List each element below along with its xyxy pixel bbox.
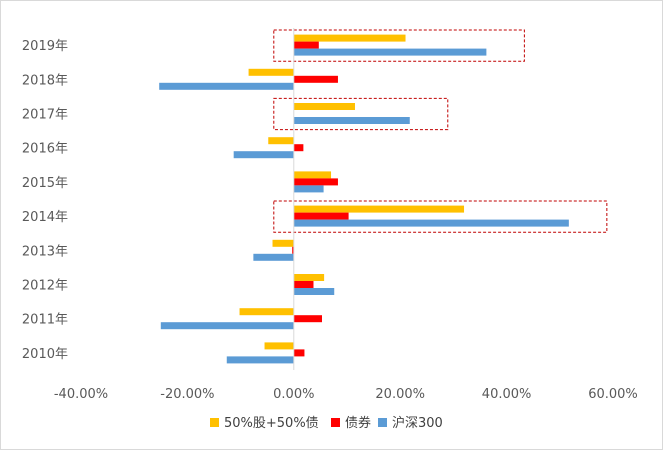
bar-csi300-2018年 [159, 82, 294, 90]
bar-mixed-2019年 [293, 34, 406, 42]
bars [159, 34, 569, 364]
x-tick-label: 60.00% [588, 387, 638, 402]
x-tick-label: 20.00% [375, 387, 425, 402]
bar-mixed-2016年 [268, 137, 294, 145]
bar-bond-2015年 [293, 178, 338, 186]
highlight-box-2017年 [273, 97, 449, 131]
legend-swatch [210, 418, 219, 427]
bar-csi300-2016年 [233, 151, 294, 159]
x-tick-label: -20.00% [160, 387, 214, 402]
bar-csi300-2017年 [293, 117, 410, 124]
legend-swatch [331, 418, 340, 427]
bar-bond-2018年 [293, 75, 338, 83]
category-label: 2012年 [22, 279, 68, 294]
highlight-box-2019年 [273, 29, 525, 62]
bar-csi300-2010年 [226, 356, 294, 364]
bar-mixed-2010年 [264, 342, 294, 350]
x-tick-label: -40.00% [54, 387, 108, 402]
bar-bond-2012年 [293, 281, 314, 288]
bar-mixed-2017年 [293, 103, 355, 110]
category-label: 2015年 [22, 176, 68, 191]
category-label: 2017年 [22, 108, 68, 123]
category-label: 2016年 [22, 142, 68, 157]
bar-mixed-2011年 [239, 308, 294, 316]
bar-mixed-2015年 [293, 171, 332, 179]
legend-label: 债券 [345, 415, 371, 431]
category-label: 2011年 [22, 313, 68, 328]
category-label: 2018年 [22, 73, 68, 88]
bar-csi300-2011年 [160, 322, 294, 330]
category-label: 2010年 [22, 347, 68, 362]
legend: 50%股+50%债 债券 沪深300 [210, 415, 443, 431]
legend-swatch [378, 418, 387, 427]
bar-bond-2011年 [293, 315, 322, 323]
bar-mixed-2014年 [293, 205, 465, 213]
highlight-boxes [273, 29, 608, 233]
category-label: 2013年 [22, 244, 68, 259]
bar-bond-2016年 [293, 144, 304, 152]
bar-csi300-2013年 [253, 253, 294, 261]
legend-label: 50%股+50%债 [224, 416, 319, 431]
bar-bond-2010年 [293, 349, 305, 357]
bar-bond-2019年 [293, 41, 319, 49]
x-tick-label: 40.00% [482, 387, 532, 402]
bar-csi300-2019年 [293, 48, 487, 56]
bar-csi300-2014年 [293, 219, 569, 227]
bar-mixed-2018年 [248, 68, 294, 76]
bar-mixed-2012年 [293, 274, 325, 281]
bar-mixed-2013年 [272, 239, 294, 247]
category-label: 2019年 [22, 39, 68, 54]
category-label: 2014年 [22, 210, 68, 225]
bar-bond-2014年 [293, 212, 349, 220]
bar-bond-2013年 [292, 246, 294, 254]
x-tick-labels: -40.00% -20.00% 0.00% 20.00% 40.00% 60.00% [54, 387, 638, 402]
highlight-box-2014年 [273, 200, 608, 233]
bar-csi300-2012年 [293, 288, 335, 295]
bar-csi300-2015年 [293, 185, 324, 193]
x-tick-label: 0.00% [273, 387, 314, 402]
legend-label: 沪深300 [392, 415, 443, 431]
category-labels: 2019年 2018年 2017年 2016年 2015年 2014年 2013年 2012年… [22, 39, 68, 362]
